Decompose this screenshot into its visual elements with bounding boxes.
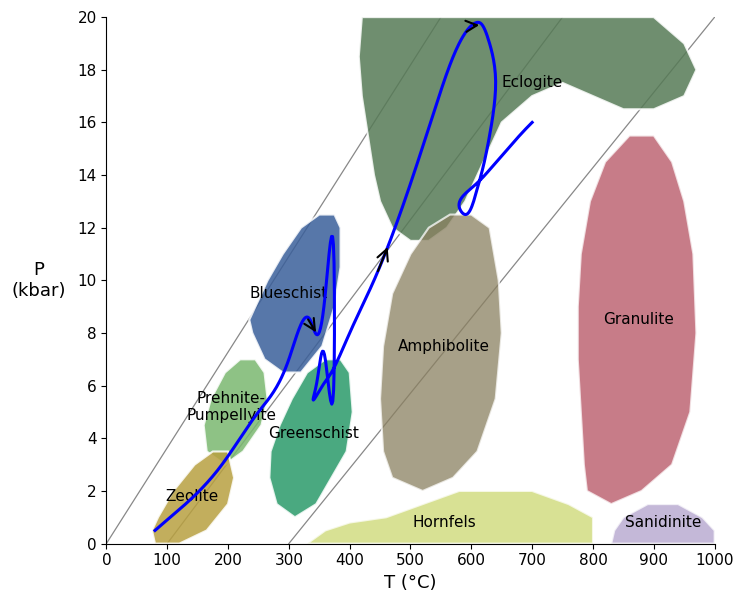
Polygon shape [203,359,267,465]
Polygon shape [359,17,697,241]
Polygon shape [307,491,593,544]
X-axis label: T (°C): T (°C) [384,574,437,592]
Polygon shape [250,215,340,373]
Text: Prehnite-
Pumpellyite: Prehnite- Pumpellyite [186,391,276,423]
Polygon shape [578,136,697,504]
Text: Zeolite: Zeolite [165,488,218,504]
Polygon shape [380,215,501,491]
Text: Greenschist: Greenschist [267,426,358,441]
Text: Granulite: Granulite [603,312,674,327]
Text: Blueschist: Blueschist [250,286,328,301]
Polygon shape [611,504,714,544]
Polygon shape [152,452,234,544]
Text: Sanidinite: Sanidinite [625,515,701,530]
Text: Amphibolite: Amphibolite [398,339,490,354]
Text: Hornfels: Hornfels [412,515,476,530]
Polygon shape [270,359,352,517]
Y-axis label: P
(kbar): P (kbar) [11,261,66,300]
Text: Eclogite: Eclogite [501,75,562,90]
